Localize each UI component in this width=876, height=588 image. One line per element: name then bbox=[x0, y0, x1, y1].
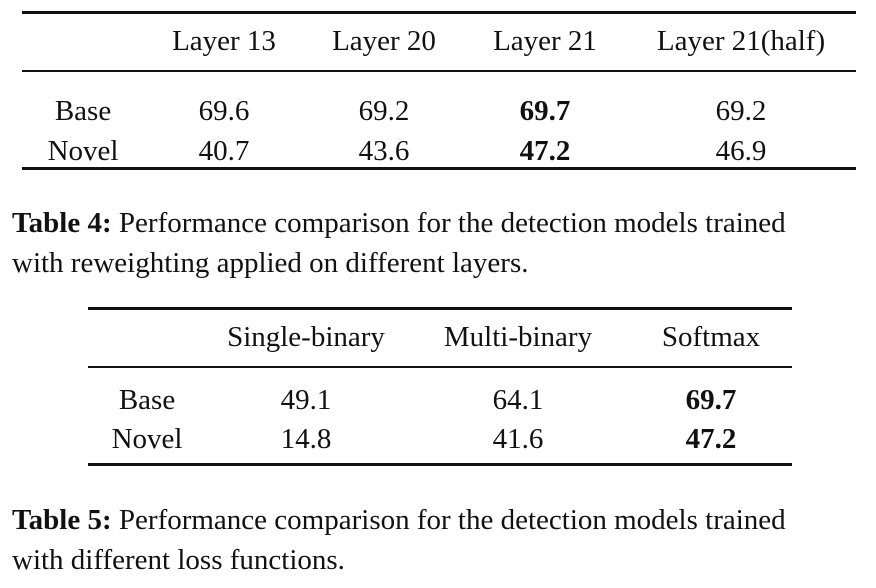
row-label: Base bbox=[118, 383, 176, 416]
table-cell: 64.1 bbox=[492, 383, 544, 416]
row-label: Base bbox=[54, 94, 112, 127]
table-cell-best: 47.2 bbox=[630, 420, 792, 470]
table5-bottom-rule bbox=[88, 463, 792, 466]
table5-header-cell: Softmax bbox=[661, 320, 761, 353]
caption-text-line2: with different loss functions. bbox=[12, 544, 345, 576]
best-value: 69.7 bbox=[685, 383, 737, 416]
row-label: Novel bbox=[47, 134, 119, 167]
table4-header-cell: Layer 21(half) bbox=[656, 24, 826, 57]
table-5: Single-binary Multi-binary Softmax Base … bbox=[88, 308, 792, 470]
table4-top-rule bbox=[22, 11, 856, 14]
table5-header-row: Single-binary Multi-binary Softmax bbox=[88, 308, 792, 366]
table5-header-cell: Single-binary bbox=[227, 320, 385, 353]
best-value: 47.2 bbox=[519, 134, 571, 167]
table-row: Novel 14.8 41.6 47.2 bbox=[88, 420, 792, 470]
table4-caption: Table 4: Performance comparison for the … bbox=[12, 203, 872, 283]
caption-text: Performance comparison for the detection… bbox=[111, 207, 786, 239]
table-cell: 46.9 bbox=[715, 134, 767, 167]
table-cell-best: 69.7 bbox=[630, 366, 792, 420]
table-cell: 49.1 bbox=[280, 383, 332, 416]
table-cell-best: 47.2 bbox=[464, 132, 626, 182]
best-value: 69.7 bbox=[519, 94, 571, 127]
table5-header-cell: Multi-binary bbox=[443, 320, 593, 353]
table5-caption: Table 5: Performance comparison for the … bbox=[12, 500, 872, 580]
table-row: Novel 40.7 43.6 47.2 46.9 bbox=[22, 132, 856, 182]
caption-label: Table 4: bbox=[12, 207, 112, 239]
table4-header-cell: Layer 13 bbox=[172, 24, 276, 57]
caption-text-line2: with reweighting applied on different la… bbox=[12, 247, 529, 279]
table5-mid-rule bbox=[88, 366, 792, 368]
table-cell: 14.8 bbox=[280, 422, 332, 455]
table-cell: 41.6 bbox=[492, 422, 544, 455]
table-cell: 43.6 bbox=[358, 134, 410, 167]
table-cell-best: 69.7 bbox=[464, 76, 626, 132]
table4-header-cell: Layer 20 bbox=[332, 24, 436, 57]
table4-header-cell bbox=[22, 0, 144, 76]
table5-header-cell bbox=[88, 308, 206, 366]
best-value: 47.2 bbox=[685, 422, 737, 455]
table-cell: 69.2 bbox=[715, 94, 767, 127]
caption-label: Table 5: bbox=[12, 504, 112, 536]
table-row: Base 49.1 64.1 69.7 bbox=[88, 366, 792, 420]
table5-top-rule bbox=[88, 307, 792, 310]
caption-text: Performance comparison for the detection… bbox=[111, 504, 786, 536]
table4-mid-rule bbox=[22, 70, 856, 72]
table-cell: 69.6 bbox=[198, 94, 250, 127]
table-row: Base 69.6 69.2 69.7 69.2 bbox=[22, 76, 856, 132]
table4-header-row: Layer 13 Layer 20 Layer 21 Layer 21(half… bbox=[22, 0, 856, 76]
row-label: Novel bbox=[111, 422, 183, 455]
table4-header-cell: Layer 21 bbox=[493, 24, 597, 57]
table-cell: 40.7 bbox=[198, 134, 250, 167]
table4-bottom-rule bbox=[22, 167, 856, 170]
table-4: Layer 13 Layer 20 Layer 21 Layer 21(half… bbox=[22, 0, 856, 182]
table-cell: 69.2 bbox=[358, 94, 410, 127]
